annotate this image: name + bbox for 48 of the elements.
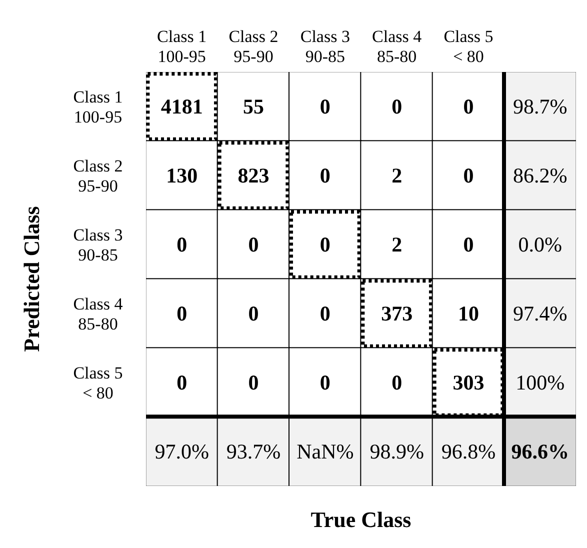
data-label: 0 [392, 94, 402, 118]
y2-tick-label: 97.4% [513, 302, 568, 326]
data-label: 130 [166, 164, 198, 188]
data-label: 0 [463, 94, 474, 118]
data-label: 0 [392, 370, 402, 394]
data-label: 10 [458, 302, 479, 326]
y-tick-label: Class 3 90-85 [73, 226, 123, 264]
x-tick-label: Class 3 90-85 [300, 27, 350, 66]
data-label: 823 [238, 164, 270, 188]
x-axis-title: True Class [310, 507, 412, 532]
data-label: 373 [381, 302, 413, 326]
data-label: 0 [320, 94, 330, 118]
data-label: 0 [463, 164, 474, 188]
data-label: 0 [320, 232, 330, 256]
data-label: 0 [320, 370, 330, 394]
y2-tick-label: 98.7% [513, 94, 568, 118]
data-label: 0 [176, 232, 188, 256]
y-tick-label: Class 2 95-90 [73, 156, 123, 196]
text: NaN% [296, 440, 354, 464]
data-label: 4181 [160, 94, 203, 118]
data-label: 0 [248, 232, 259, 256]
text: 96.8% [441, 440, 496, 464]
text: 93.7% [226, 440, 281, 464]
y-tick-label: Class 4 85-80 [73, 294, 124, 334]
text: 98.9% [370, 440, 424, 464]
x-tick-label: Class 2 95-90 [228, 27, 278, 66]
data-label: 0 [248, 370, 259, 394]
y2-tick-label: 100% [516, 370, 565, 394]
data-label: 2 [392, 232, 402, 256]
x-tick-label: Class 4 85-80 [372, 27, 422, 66]
y2-tick-label: 0.0% [518, 232, 562, 256]
x-tick-label: Class 1 100-95 [157, 27, 207, 66]
data-label: 2 [392, 164, 402, 188]
y-tick-label: Class 1 100-95 [73, 88, 123, 126]
data-label: 0 [320, 164, 330, 188]
y-axis-title: Predicted Class [18, 206, 44, 352]
data-label: 0 [320, 302, 330, 326]
text: 97.0% [154, 440, 209, 464]
data-label: 55 [243, 94, 264, 118]
y2-tick-label: 86.2% [513, 164, 568, 188]
y-tick-label: Class 5 < 80 [73, 364, 123, 402]
data-label: 0 [176, 302, 188, 326]
x-tick-label: Class 5 < 80 [444, 27, 494, 66]
text: 96.6% [511, 440, 570, 464]
data-label: 0 [463, 232, 474, 256]
data-label: 0 [176, 370, 188, 394]
data-label: 0 [248, 302, 259, 326]
data-label: 303 [452, 370, 484, 394]
